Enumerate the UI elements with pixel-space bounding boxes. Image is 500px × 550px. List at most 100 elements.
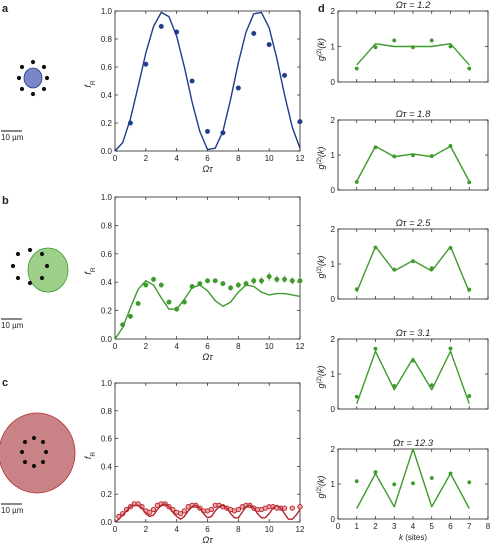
atom-icon	[27, 247, 33, 253]
chart-title: Ωτ = 1.8	[396, 109, 432, 120]
x-tick-label: 4	[174, 342, 179, 351]
x-tick-label: 1	[355, 522, 360, 531]
x-tick-label: 0	[336, 522, 341, 531]
y-axis-label: g(2)(k)	[316, 147, 326, 170]
atom-icon	[41, 86, 47, 92]
x-tick-label: 8	[486, 522, 491, 531]
atom-icon	[31, 435, 37, 441]
data-point	[235, 85, 241, 91]
data-point	[274, 276, 280, 282]
atom-icon	[39, 275, 45, 281]
y-axis-label: fR	[83, 452, 97, 460]
y-tick-label: 0.4	[101, 91, 113, 100]
chart-a: 0.0 0.2 0.4 0.6 0.8 1.0 0 2 4 6 8 10 12 Ωτ fR	[83, 7, 305, 174]
data-point	[448, 346, 453, 351]
scale-bar-3: 10 µm	[1, 503, 24, 515]
data-point	[373, 45, 378, 50]
x-tick-label: 2	[144, 525, 149, 534]
atom-icon	[41, 64, 47, 70]
x-axis-label: Ωτ	[202, 164, 213, 174]
plot-frame	[114, 382, 301, 523]
y-tick-label: 1	[331, 151, 336, 160]
chart-title: Ωτ = 3.1	[396, 328, 431, 339]
y-tick-label: 2	[331, 116, 336, 125]
chart-title: Ωτ = 12.3	[393, 438, 434, 449]
x-tick-label: 10	[265, 342, 274, 351]
x-tick-label: 12	[296, 342, 305, 351]
atom-icon	[15, 251, 21, 257]
atom-diagram-2	[10, 247, 69, 293]
x-tick-label: 10	[265, 525, 274, 534]
chart-d3: 0 1 2 g(2)(k) Ωτ = 2.5	[316, 218, 489, 304]
data-point	[147, 509, 153, 515]
x-tick-label: 8	[236, 154, 241, 163]
x-tick-label: 6	[205, 154, 210, 163]
y-tick-label: 0.6	[101, 63, 113, 72]
y-tick-label: 2	[331, 7, 336, 16]
y-tick-label: 0	[331, 405, 336, 414]
atom-icon	[30, 59, 36, 65]
atom-icon	[15, 275, 21, 281]
atom-icon	[44, 263, 50, 269]
data-point	[392, 482, 397, 487]
y-tick-label: 0	[331, 186, 336, 195]
series-line	[356, 42, 470, 66]
excitation-region-icon	[23, 67, 43, 89]
y-tick-label: 1	[331, 260, 336, 269]
panel-label-a: a	[2, 3, 9, 15]
atom-icon	[31, 463, 37, 469]
y-tick-label: 0.8	[101, 407, 113, 416]
panel-label-d: d	[318, 3, 325, 15]
atom-icon	[40, 459, 46, 465]
atom-icon	[39, 251, 45, 257]
y-tick-label: 1	[331, 43, 336, 52]
y-tick-label: 0.6	[101, 250, 113, 259]
chart-d5: 0 1 2 0 1 2 3 4 5 6 7 8 k (sites) g(2)(k) Ωτ = 12.3	[316, 438, 491, 542]
data-point	[354, 479, 359, 484]
y-tick-label: 0.0	[101, 518, 113, 527]
y-tick-label: 0.8	[101, 35, 113, 44]
data-point	[127, 313, 133, 319]
x-tick-label: 10	[265, 154, 274, 163]
data-point	[373, 346, 378, 351]
scale-bar-2: 10 µm	[1, 318, 24, 330]
y-tick-label: 1	[331, 480, 336, 489]
x-tick-label: 12	[296, 525, 305, 534]
data-point	[143, 282, 149, 288]
x-axis-label: Ωτ	[202, 535, 213, 545]
y-axis-label: g(2)(k)	[316, 256, 326, 279]
data-point	[289, 505, 295, 511]
atom-icon	[19, 86, 25, 92]
data-point	[429, 38, 434, 43]
data-point	[228, 285, 234, 291]
x-tick-label: 4	[174, 525, 179, 534]
x-tick-label: 2	[144, 342, 149, 351]
data-point	[189, 78, 195, 84]
data-point	[204, 128, 210, 134]
data-point	[282, 276, 288, 282]
scale-bar-label: 10 µm	[1, 133, 24, 142]
data-point	[297, 278, 303, 284]
chart-d1: 0 1 2 g(2)(k) Ωτ = 1.2	[316, 0, 489, 87]
y-tick-label: 1.0	[101, 7, 113, 16]
y-axis-label: fR	[83, 80, 97, 88]
data-point	[467, 394, 472, 399]
y-tick-label: 0.2	[101, 119, 113, 128]
data-point	[177, 511, 184, 517]
data-point	[282, 72, 288, 78]
series-line	[356, 245, 470, 293]
data-point	[212, 278, 218, 284]
data-point	[158, 282, 164, 288]
chart-d2: 0 1 2 g(2)(k) Ωτ = 1.8	[316, 109, 489, 195]
series-line	[114, 280, 301, 340]
plot-frame	[337, 338, 489, 410]
data-point	[166, 299, 172, 305]
x-tick-label: 4	[411, 522, 416, 531]
chart-c: 0.0 0.2 0.4 0.6 0.8 1.0 0 2 4 6 8 10 12 Ωτ fR	[83, 379, 305, 545]
series-line	[356, 350, 470, 404]
data-point	[354, 66, 359, 71]
data-point	[392, 38, 397, 43]
x-tick-label: 5	[430, 522, 435, 531]
scale-bar-label: 10 µm	[1, 321, 24, 330]
chart-b: 0.0 0.2 0.4 0.6 0.8 1.0 0 2 4 6 8 10 12 Ωτ fR	[83, 193, 305, 362]
